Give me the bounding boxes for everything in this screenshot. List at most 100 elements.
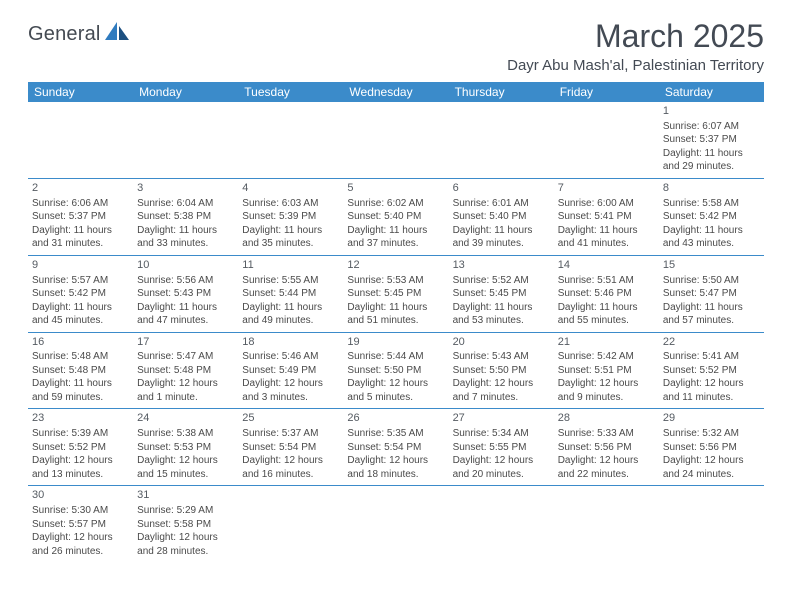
sunset-line: Sunset: 5:45 PM xyxy=(347,287,444,301)
week-row: 23Sunrise: 5:39 AMSunset: 5:52 PMDayligh… xyxy=(28,409,764,486)
sunset-line: Sunset: 5:55 PM xyxy=(453,441,550,455)
day-cell: 21Sunrise: 5:42 AMSunset: 5:51 PMDayligh… xyxy=(554,333,659,409)
daylight-line-1: Daylight: 12 hours xyxy=(137,531,234,545)
day-cell: 17Sunrise: 5:47 AMSunset: 5:48 PMDayligh… xyxy=(133,333,238,409)
daylight-line-2: and 51 minutes. xyxy=(347,314,444,328)
sunrise-line: Sunrise: 6:07 AM xyxy=(663,120,760,134)
weekday-header: Monday xyxy=(133,82,238,102)
sunrise-line: Sunrise: 6:01 AM xyxy=(453,197,550,211)
sunset-line: Sunset: 5:56 PM xyxy=(663,441,760,455)
day-number: 25 xyxy=(242,411,339,426)
sunrise-line: Sunrise: 5:57 AM xyxy=(32,274,129,288)
daylight-line-1: Daylight: 12 hours xyxy=(663,454,760,468)
day-number: 9 xyxy=(32,258,129,273)
daylight-line-1: Daylight: 11 hours xyxy=(558,301,655,315)
weekday-header: Wednesday xyxy=(343,82,448,102)
day-number: 26 xyxy=(347,411,444,426)
day-number: 13 xyxy=(453,258,550,273)
daylight-line-2: and 24 minutes. xyxy=(663,468,760,482)
daylight-line-1: Daylight: 12 hours xyxy=(453,377,550,391)
daylight-line-1: Daylight: 11 hours xyxy=(137,224,234,238)
week-row: 1Sunrise: 6:07 AMSunset: 5:37 PMDaylight… xyxy=(28,102,764,179)
day-number: 12 xyxy=(347,258,444,273)
day-number: 29 xyxy=(663,411,760,426)
daylight-line-1: Daylight: 12 hours xyxy=(347,377,444,391)
day-cell: 9Sunrise: 5:57 AMSunset: 5:42 PMDaylight… xyxy=(28,256,133,332)
sunset-line: Sunset: 5:40 PM xyxy=(453,210,550,224)
location-subtitle: Dayr Abu Mash'al, Palestinian Territory xyxy=(507,57,764,74)
day-number: 18 xyxy=(242,335,339,350)
daylight-line-2: and 26 minutes. xyxy=(32,545,129,559)
daylight-line-2: and 15 minutes. xyxy=(137,468,234,482)
sunset-line: Sunset: 5:41 PM xyxy=(558,210,655,224)
daylight-line-2: and 53 minutes. xyxy=(453,314,550,328)
daylight-line-2: and 13 minutes. xyxy=(32,468,129,482)
sunset-line: Sunset: 5:50 PM xyxy=(453,364,550,378)
day-number: 22 xyxy=(663,335,760,350)
daylight-line-1: Daylight: 11 hours xyxy=(32,301,129,315)
logo-text: General xyxy=(28,23,101,46)
page-header: General March 2025 Dayr Abu Mash'al, Pal… xyxy=(28,18,764,74)
day-cell: 29Sunrise: 5:32 AMSunset: 5:56 PMDayligh… xyxy=(659,409,764,485)
daylight-line-1: Daylight: 12 hours xyxy=(242,454,339,468)
sunset-line: Sunset: 5:51 PM xyxy=(558,364,655,378)
sunrise-line: Sunrise: 5:48 AM xyxy=(32,350,129,364)
sunset-line: Sunset: 5:48 PM xyxy=(32,364,129,378)
sunrise-line: Sunrise: 5:56 AM xyxy=(137,274,234,288)
sunset-line: Sunset: 5:58 PM xyxy=(137,518,234,532)
day-cell: 30Sunrise: 5:30 AMSunset: 5:57 PMDayligh… xyxy=(28,486,133,562)
day-number: 11 xyxy=(242,258,339,273)
weekday-header: Thursday xyxy=(449,82,554,102)
daylight-line-2: and 1 minute. xyxy=(137,391,234,405)
daylight-line-2: and 33 minutes. xyxy=(137,237,234,251)
sunrise-line: Sunrise: 5:58 AM xyxy=(663,197,760,211)
month-title: March 2025 xyxy=(507,18,764,55)
daylight-line-2: and 37 minutes. xyxy=(347,237,444,251)
day-cell: 25Sunrise: 5:37 AMSunset: 5:54 PMDayligh… xyxy=(238,409,343,485)
daylight-line-2: and 35 minutes. xyxy=(242,237,339,251)
sunrise-line: Sunrise: 5:39 AM xyxy=(32,427,129,441)
week-row: 30Sunrise: 5:30 AMSunset: 5:57 PMDayligh… xyxy=(28,486,764,562)
day-cell-empty xyxy=(554,102,659,178)
day-number: 24 xyxy=(137,411,234,426)
sunrise-line: Sunrise: 6:06 AM xyxy=(32,197,129,211)
weekday-header: Friday xyxy=(554,82,659,102)
day-cell-empty xyxy=(449,102,554,178)
sunrise-line: Sunrise: 5:43 AM xyxy=(453,350,550,364)
day-number: 3 xyxy=(137,181,234,196)
sunset-line: Sunset: 5:42 PM xyxy=(663,210,760,224)
daylight-line-2: and 39 minutes. xyxy=(453,237,550,251)
sunset-line: Sunset: 5:56 PM xyxy=(558,441,655,455)
daylight-line-1: Daylight: 11 hours xyxy=(558,224,655,238)
daylight-line-2: and 28 minutes. xyxy=(137,545,234,559)
daylight-line-1: Daylight: 12 hours xyxy=(347,454,444,468)
day-number: 8 xyxy=(663,181,760,196)
daylight-line-2: and 49 minutes. xyxy=(242,314,339,328)
day-cell: 6Sunrise: 6:01 AMSunset: 5:40 PMDaylight… xyxy=(449,179,554,255)
day-number: 27 xyxy=(453,411,550,426)
sunrise-line: Sunrise: 5:50 AM xyxy=(663,274,760,288)
daylight-line-1: Daylight: 12 hours xyxy=(242,377,339,391)
sunrise-line: Sunrise: 5:41 AM xyxy=(663,350,760,364)
sunset-line: Sunset: 5:43 PM xyxy=(137,287,234,301)
daylight-line-2: and 43 minutes. xyxy=(663,237,760,251)
week-row: 2Sunrise: 6:06 AMSunset: 5:37 PMDaylight… xyxy=(28,179,764,256)
day-cell-empty xyxy=(133,102,238,178)
daylight-line-2: and 11 minutes. xyxy=(663,391,760,405)
day-cell-empty xyxy=(238,486,343,562)
calendar-grid: Sunday Monday Tuesday Wednesday Thursday… xyxy=(28,82,764,562)
day-cell: 28Sunrise: 5:33 AMSunset: 5:56 PMDayligh… xyxy=(554,409,659,485)
daylight-line-1: Daylight: 11 hours xyxy=(453,224,550,238)
calendar-page: General March 2025 Dayr Abu Mash'al, Pal… xyxy=(0,0,792,572)
day-cell-empty xyxy=(238,102,343,178)
daylight-line-2: and 22 minutes. xyxy=(558,468,655,482)
sunrise-line: Sunrise: 5:52 AM xyxy=(453,274,550,288)
sunrise-line: Sunrise: 5:44 AM xyxy=(347,350,444,364)
day-number: 15 xyxy=(663,258,760,273)
sunset-line: Sunset: 5:57 PM xyxy=(32,518,129,532)
daylight-line-1: Daylight: 11 hours xyxy=(453,301,550,315)
day-cell: 15Sunrise: 5:50 AMSunset: 5:47 PMDayligh… xyxy=(659,256,764,332)
logo: General xyxy=(28,22,133,47)
day-cell: 2Sunrise: 6:06 AMSunset: 5:37 PMDaylight… xyxy=(28,179,133,255)
sunset-line: Sunset: 5:45 PM xyxy=(453,287,550,301)
